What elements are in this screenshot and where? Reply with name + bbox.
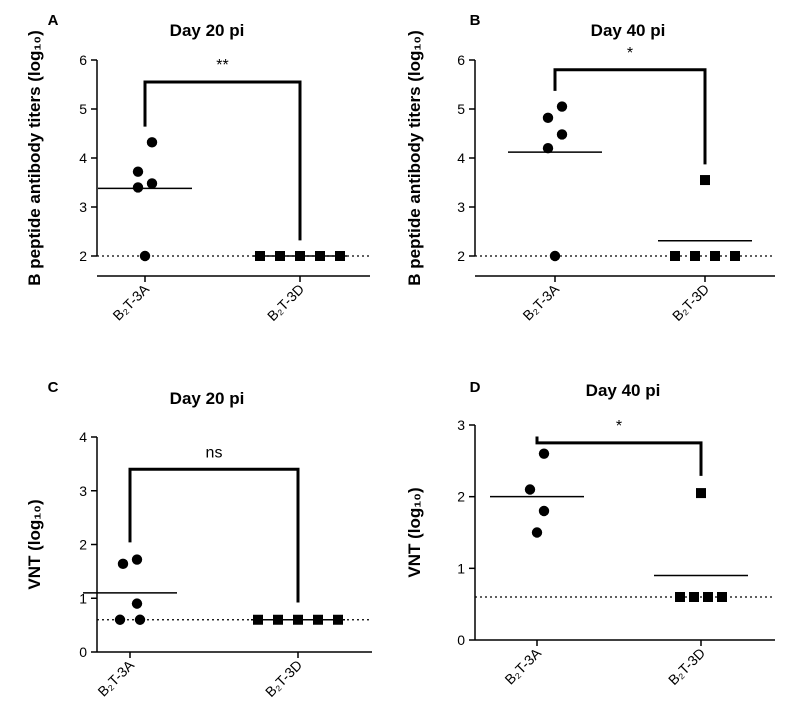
data-point bbox=[690, 251, 700, 261]
data-point bbox=[335, 251, 345, 261]
data-point bbox=[538, 448, 550, 459]
y-tick-label: 2 bbox=[79, 248, 87, 264]
x-tick-label: B₂T-3D bbox=[264, 281, 307, 324]
x-tick-label: B₂T-3A bbox=[501, 644, 544, 687]
data-point bbox=[313, 614, 323, 625]
y-tick-label: 3 bbox=[79, 483, 87, 499]
x-tick-label: B₂T-3D bbox=[669, 281, 712, 324]
data-point bbox=[717, 592, 727, 602]
data-point bbox=[134, 614, 146, 625]
panel-c: C Day 20 pi VNT (log₁₀) 0 1 2 3 4 B₂T-3A B₂T-3D ns bbox=[25, 379, 372, 700]
y-tick-label: 4 bbox=[457, 150, 465, 166]
data-point bbox=[670, 251, 680, 261]
data-point bbox=[117, 558, 129, 570]
y-tick-label: 2 bbox=[457, 248, 465, 264]
data-point bbox=[531, 527, 543, 538]
data-point bbox=[730, 251, 740, 261]
data-point bbox=[253, 614, 263, 625]
y-tick-label: 3 bbox=[79, 199, 87, 215]
panel-d: D Day 40 pi VNT (log₁₀) 0 1 2 3 B₂T-3A B₂T-3D * bbox=[405, 379, 775, 688]
data-point bbox=[703, 592, 713, 602]
y-tick-label: 3 bbox=[457, 417, 465, 433]
data-point bbox=[132, 166, 144, 177]
data-point bbox=[146, 137, 158, 148]
x-tick-label: B₂T-3A bbox=[109, 280, 152, 323]
significance-label: * bbox=[627, 45, 633, 62]
data-point bbox=[131, 554, 143, 565]
significance-label: ns bbox=[206, 444, 223, 461]
y-tick-label: 3 bbox=[457, 199, 465, 215]
data-point bbox=[556, 129, 568, 140]
data-point bbox=[524, 484, 536, 495]
y-tick-label: 0 bbox=[457, 632, 465, 648]
data-point bbox=[700, 175, 710, 186]
panel-letter: D bbox=[470, 379, 481, 396]
y-tick-label: 6 bbox=[79, 52, 87, 68]
significance-bracket bbox=[143, 80, 302, 241]
x-tick-label: B₂T-3A bbox=[94, 656, 137, 699]
y-axis-label: B peptide antibody titers (log₁₀) bbox=[405, 30, 424, 286]
data-point bbox=[114, 614, 126, 625]
data-point bbox=[542, 112, 554, 124]
data-point bbox=[132, 182, 144, 193]
y-tick-label: 6 bbox=[457, 52, 465, 68]
data-point bbox=[542, 143, 554, 154]
significance-label: ** bbox=[216, 57, 228, 74]
data-point bbox=[255, 251, 265, 261]
y-tick-label: 5 bbox=[79, 101, 87, 117]
y-tick-label: 1 bbox=[79, 590, 87, 606]
y-axis-label: VNT (log₁₀) bbox=[405, 487, 424, 577]
data-point bbox=[146, 178, 158, 189]
significance-label: * bbox=[616, 418, 622, 435]
data-point bbox=[710, 251, 720, 261]
significance-bracket bbox=[553, 68, 707, 165]
y-tick-label: 4 bbox=[79, 150, 87, 166]
panel-letter: C bbox=[48, 379, 59, 396]
data-point bbox=[131, 598, 143, 609]
y-tick-label: 1 bbox=[457, 560, 465, 576]
data-point bbox=[275, 251, 285, 261]
y-tick-label: 0 bbox=[79, 644, 87, 660]
x-tick-label: B₂T-3D bbox=[262, 657, 305, 700]
data-point bbox=[293, 614, 303, 625]
panel-letter: B bbox=[470, 12, 481, 29]
y-tick-label: 2 bbox=[457, 489, 465, 505]
significance-bracket bbox=[128, 467, 300, 603]
chart-title: Day 20 pi bbox=[170, 389, 245, 408]
chart-title: Day 40 pi bbox=[591, 21, 666, 40]
y-axis-label: VNT (log₁₀) bbox=[25, 499, 44, 589]
data-point bbox=[273, 614, 283, 625]
y-tick-label: 5 bbox=[457, 101, 465, 117]
y-tick-label: 4 bbox=[79, 429, 87, 445]
data-point bbox=[689, 592, 699, 602]
panel-a: A Day 20 pi B peptide antibody titers (log… bbox=[25, 12, 370, 324]
panel-b: B Day 40 pi B peptide antibody titers (log… bbox=[405, 12, 775, 324]
data-point bbox=[538, 505, 550, 517]
panel-letter: A bbox=[48, 12, 59, 29]
data-point bbox=[556, 101, 568, 112]
y-axis-label: B peptide antibody titers (log₁₀) bbox=[25, 30, 44, 286]
data-point bbox=[549, 250, 561, 262]
chart-title: Day 20 pi bbox=[170, 21, 245, 40]
chart-title: Day 40 pi bbox=[586, 381, 661, 400]
data-point bbox=[315, 251, 325, 261]
significance-bracket bbox=[535, 436, 703, 476]
data-point bbox=[139, 250, 151, 262]
data-point bbox=[295, 251, 305, 261]
data-point bbox=[675, 592, 685, 602]
y-tick-label: 2 bbox=[79, 537, 87, 553]
x-tick-label: B₂T-3D bbox=[665, 645, 708, 688]
x-tick-label: B₂T-3A bbox=[519, 280, 562, 323]
data-point bbox=[696, 488, 706, 499]
data-point bbox=[333, 614, 343, 625]
